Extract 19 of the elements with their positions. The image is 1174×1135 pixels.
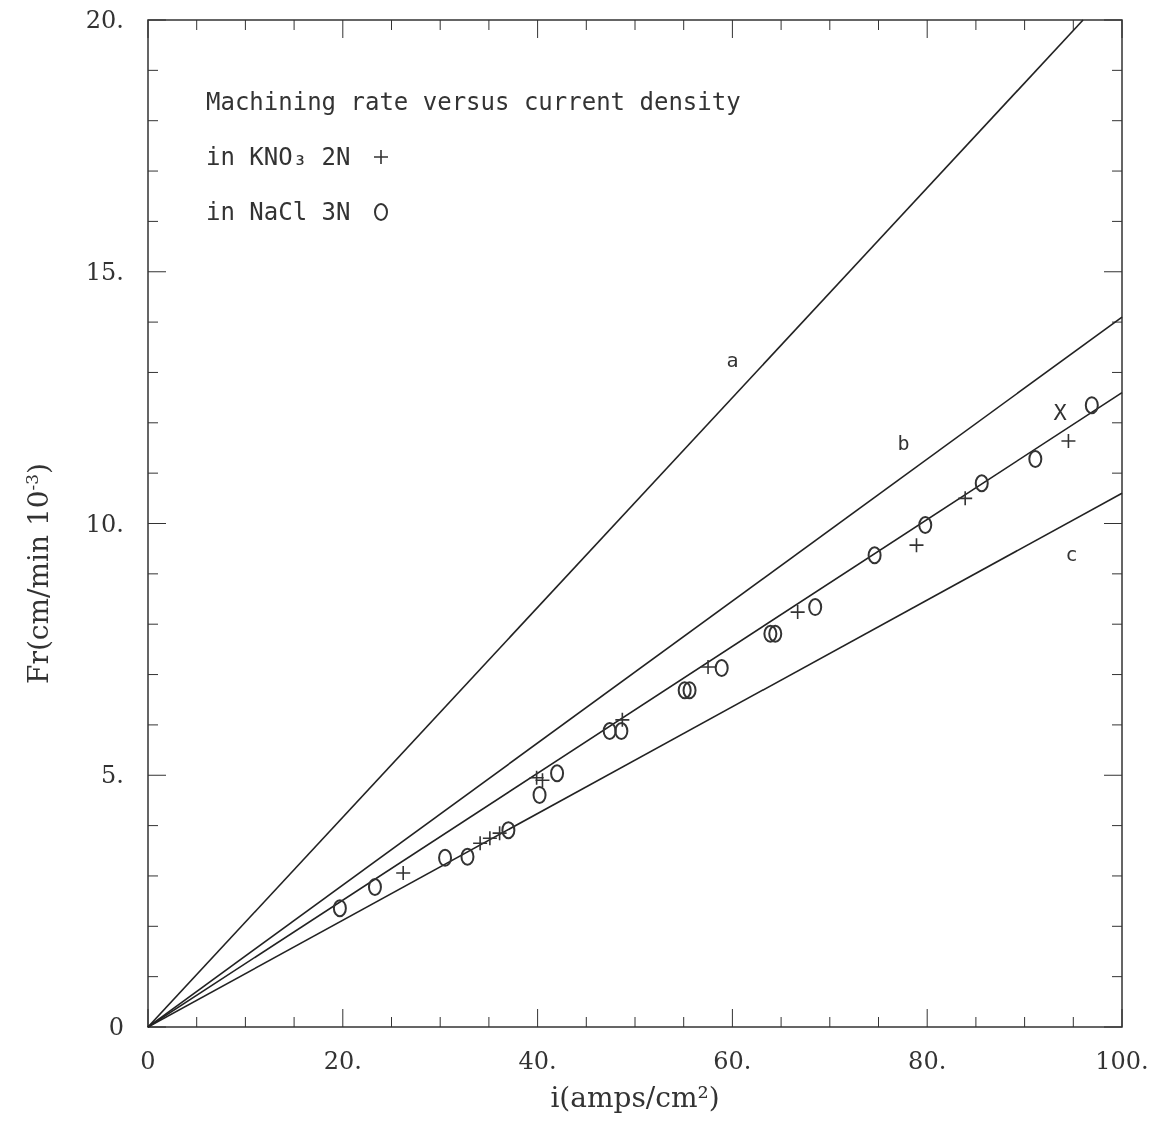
series-label: a	[726, 347, 739, 372]
x-tick-label: 40.	[518, 1047, 557, 1075]
y-tick-label: 15.	[85, 257, 124, 286]
legend-label: in NaCl 3N	[206, 198, 351, 226]
annotation: X	[1053, 400, 1068, 425]
x-tick-label: 100.	[1095, 1047, 1149, 1075]
x-tick-label: 80.	[908, 1047, 947, 1075]
x-tick-label: 20.	[323, 1047, 362, 1075]
text: Machining rate versus current density	[206, 88, 741, 116]
x-axis-title: i(amps/cm²)	[550, 1081, 720, 1114]
y-tick-label: 10.	[85, 509, 124, 538]
y-tick-label: 20.	[85, 6, 124, 34]
legend-label: in KNO₃ 2N	[206, 143, 351, 171]
y-tick-label: 5.	[101, 761, 124, 790]
y-tick-label: 0	[108, 1013, 124, 1041]
series-label: c	[1065, 542, 1078, 567]
series-label: b	[897, 431, 910, 456]
x-tick-label: 0	[140, 1047, 156, 1075]
x-tick-label: 60.	[713, 1047, 752, 1075]
